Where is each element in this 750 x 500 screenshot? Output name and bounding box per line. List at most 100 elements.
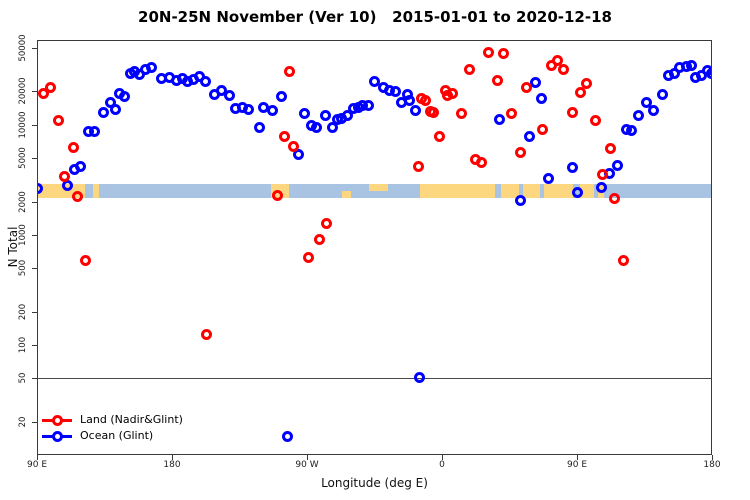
x-axis-tick xyxy=(712,455,713,460)
x-axis-tick xyxy=(307,455,308,460)
chart-title: 20N-25N November (Ver 10) 2015-01-01 to … xyxy=(138,8,612,26)
data-point-ocean xyxy=(633,110,644,122)
data-point-ocean xyxy=(390,86,401,98)
data-point-land xyxy=(609,192,620,204)
data-point-ocean xyxy=(276,90,287,102)
data-point-land xyxy=(604,142,616,154)
data-point-land xyxy=(558,63,569,75)
y-tick-label: 50 xyxy=(18,372,28,384)
legend-land-label: Land (Nadir&Glint) xyxy=(80,413,183,426)
data-point-ocean xyxy=(363,100,374,112)
map-strip-land-segment xyxy=(523,183,540,198)
data-point-ocean xyxy=(414,371,425,383)
x-tick-label: 180 xyxy=(703,460,721,470)
data-point-land xyxy=(45,82,56,94)
data-point-land xyxy=(567,107,578,119)
y-axis-tick xyxy=(32,124,37,126)
data-point-ocean xyxy=(253,121,265,133)
legend-ocean-label: Ocean (Glint) xyxy=(80,429,154,442)
data-point-land xyxy=(52,115,64,127)
data-point-land xyxy=(492,75,503,87)
data-point-land xyxy=(72,190,83,202)
data-point-ocean xyxy=(267,105,278,117)
data-point-ocean xyxy=(118,91,130,103)
data-point-ocean xyxy=(535,92,547,104)
data-point-land xyxy=(475,157,487,169)
data-point-ocean xyxy=(282,430,293,442)
x-tick-label: 0 xyxy=(439,460,445,470)
data-point-ocean xyxy=(327,122,338,134)
data-point-land xyxy=(283,65,295,77)
data-point-land xyxy=(79,255,91,267)
data-point-ocean xyxy=(529,77,541,89)
y-axis-tick xyxy=(32,201,37,203)
data-point-ocean xyxy=(409,105,421,117)
data-point-ocean xyxy=(657,88,668,100)
data-point-land xyxy=(546,60,557,72)
data-point-land xyxy=(279,131,290,142)
data-point-ocean xyxy=(612,159,623,171)
data-point-land xyxy=(288,141,299,153)
data-point-ocean xyxy=(595,181,607,193)
y-tick-label: 10000 xyxy=(18,111,28,139)
y-axis-tick xyxy=(32,268,37,270)
legend-land-marker-icon xyxy=(52,415,63,426)
plot-area xyxy=(37,40,712,455)
data-point-ocean xyxy=(640,97,652,109)
data-point-land xyxy=(420,95,431,107)
y-tick-label: 5000 xyxy=(18,146,28,169)
y-tick-label: 50000 xyxy=(18,33,28,62)
data-point-ocean xyxy=(61,180,73,192)
data-point-land xyxy=(597,168,608,180)
x-tick-label: 90 W xyxy=(295,460,319,470)
data-point-land xyxy=(520,82,532,94)
data-point-land xyxy=(505,108,517,120)
map-strip-land-segment xyxy=(500,183,519,198)
data-point-ocean xyxy=(543,172,554,184)
data-point-ocean xyxy=(567,161,578,173)
x-tick-label: 180 xyxy=(163,460,181,470)
data-point-land xyxy=(303,251,314,263)
x-axis-tick xyxy=(172,455,173,460)
y-tick-label: 20000 xyxy=(18,77,28,105)
data-point-land xyxy=(58,170,70,182)
data-point-land xyxy=(271,189,283,201)
data-point-ocean xyxy=(523,131,535,142)
data-point-land xyxy=(498,47,509,59)
y-axis-tick xyxy=(32,47,37,49)
data-point-land xyxy=(321,217,332,229)
y-axis-tick xyxy=(32,234,37,236)
map-strip-land-segment xyxy=(92,183,99,198)
data-point-ocean xyxy=(37,182,43,194)
legend-ocean-marker-icon xyxy=(52,431,63,442)
map-strip-land-segment xyxy=(341,190,351,198)
data-point-ocean xyxy=(88,125,100,137)
data-point-ocean xyxy=(109,104,121,116)
data-point-land xyxy=(537,123,548,135)
data-point-ocean xyxy=(292,148,304,160)
map-strip-land-segment xyxy=(544,183,573,198)
data-point-land xyxy=(428,107,440,119)
data-point-land xyxy=(412,160,424,172)
data-point-land xyxy=(574,87,586,99)
data-point-ocean xyxy=(97,107,109,119)
y-axis-tick xyxy=(32,378,37,380)
data-point-ocean xyxy=(648,105,659,117)
reference-line-n50 xyxy=(37,378,712,379)
data-point-ocean xyxy=(311,122,323,134)
data-point-ocean xyxy=(75,160,86,172)
data-point-land xyxy=(456,108,467,120)
x-tick-label: 90 E xyxy=(567,460,587,470)
data-point-land xyxy=(580,77,592,89)
data-point-land xyxy=(618,255,629,267)
data-point-ocean xyxy=(243,104,254,116)
data-point-land xyxy=(67,141,79,153)
y-tick-label: 2000 xyxy=(18,190,28,213)
x-axis-tick xyxy=(442,455,443,460)
data-point-ocean xyxy=(685,60,697,72)
data-point-land xyxy=(483,47,494,59)
data-point-ocean xyxy=(514,195,526,207)
data-point-ocean xyxy=(145,61,157,73)
data-point-land xyxy=(552,55,563,67)
map-strip-land-segment xyxy=(580,183,594,198)
